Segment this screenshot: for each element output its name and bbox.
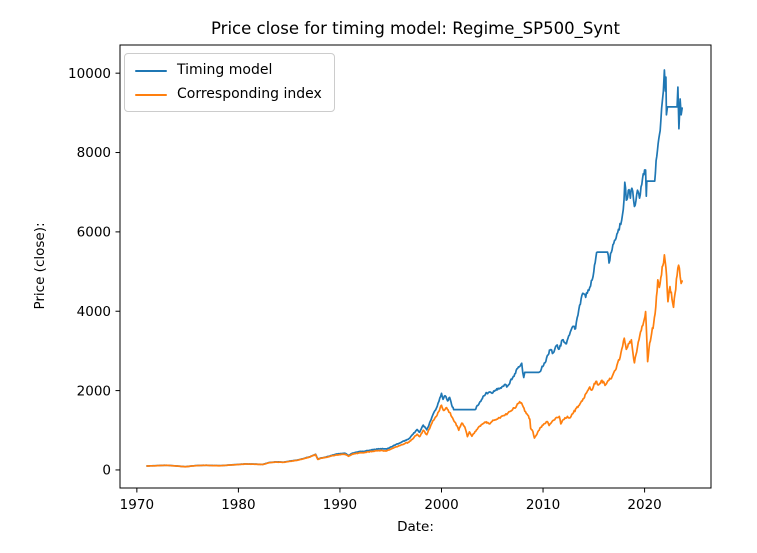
y-tick-label: 2000 <box>77 383 111 399</box>
timing-model-line <box>146 69 684 468</box>
y-tick-label: 6000 <box>77 225 111 241</box>
y-tick-label: 8000 <box>77 145 111 161</box>
x-tick-label: 2000 <box>424 497 458 513</box>
x-tick-label: 2010 <box>526 497 560 513</box>
y-axis: 0 2000 4000 6000 8000 10000 <box>68 66 120 479</box>
legend-entry-corresponding-index: Corresponding index <box>135 86 322 103</box>
x-tick-label: 1990 <box>323 497 357 513</box>
y-tick-label: 0 <box>102 463 111 479</box>
x-tick-label: 1980 <box>221 497 255 513</box>
y-tick-label: 10000 <box>68 66 111 82</box>
x-tick-label: 1970 <box>120 497 154 513</box>
legend-label: Timing model <box>177 62 273 78</box>
x-axis: 1970 1980 1990 2000 2010 2020 <box>120 488 662 513</box>
legend-label: Corresponding index <box>177 86 322 102</box>
timing-model-line-swatch <box>135 69 167 72</box>
corresponding-index-line <box>146 254 684 468</box>
legend-entry-timing-model: Timing model <box>135 62 322 79</box>
chart-title: Price close for timing model: Regime_SP5… <box>211 19 620 38</box>
y-axis-label: Price (close): <box>32 222 48 310</box>
axes-frame <box>119 44 712 489</box>
legend: Timing model Corresponding index <box>124 53 335 112</box>
x-tick-label: 2020 <box>627 497 661 513</box>
corresponding-index-line-swatch <box>135 93 167 96</box>
y-tick-label: 4000 <box>77 304 111 320</box>
x-axis-label: Date: <box>397 519 434 535</box>
